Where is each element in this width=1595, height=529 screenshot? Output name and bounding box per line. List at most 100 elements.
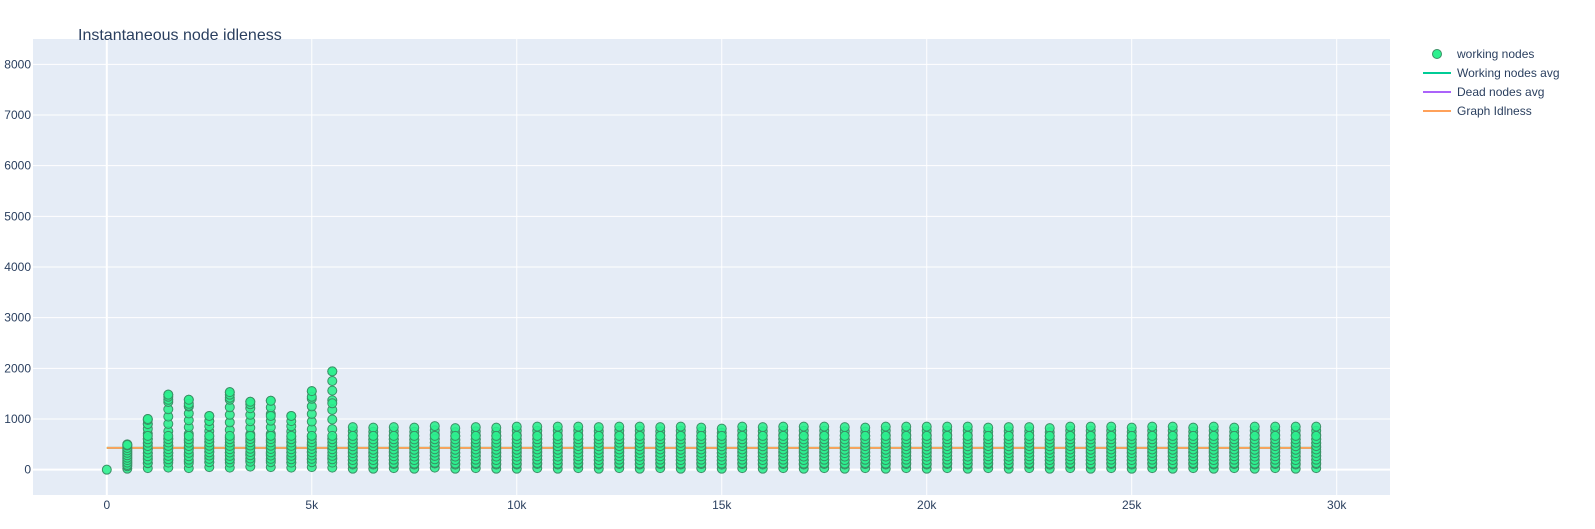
data-point — [1106, 421, 1117, 432]
data-point — [1147, 430, 1158, 441]
data-point — [511, 421, 522, 432]
data-point — [163, 389, 174, 400]
data-point — [183, 430, 194, 441]
data-point — [634, 421, 645, 432]
legend[interactable]: working nodes Working nodes avg Dead nodes… — [1423, 47, 1560, 118]
data-point — [778, 430, 789, 441]
data-point — [1003, 430, 1014, 441]
data-point — [1249, 430, 1260, 441]
data-point — [142, 414, 153, 424]
data-point — [1024, 430, 1035, 441]
y-tick-label: 7000 — [4, 108, 31, 122]
data-point — [962, 430, 973, 441]
data-point — [573, 430, 584, 441]
data-point — [1270, 430, 1281, 441]
data-point — [1311, 430, 1322, 441]
data-point — [552, 430, 563, 441]
data-point — [901, 430, 912, 441]
data-point — [265, 410, 276, 421]
data-point — [1208, 430, 1219, 441]
data-point — [470, 422, 481, 433]
data-point — [614, 430, 625, 441]
data-point — [798, 430, 809, 441]
legend-label: Dead nodes avg — [1457, 85, 1544, 99]
data-point — [1188, 430, 1199, 441]
data-point — [470, 430, 481, 441]
data-point — [1188, 422, 1199, 433]
data-point — [286, 430, 297, 441]
data-point — [1249, 421, 1260, 432]
x-tick-label: 10k — [507, 498, 527, 512]
data-point — [163, 430, 174, 441]
data-point — [1290, 430, 1301, 441]
legend-item[interactable]: working nodes — [1432, 47, 1535, 61]
data-point — [368, 422, 379, 433]
data-point — [1229, 422, 1240, 433]
legend-item[interactable]: Working nodes avg — [1423, 66, 1560, 80]
data-point — [819, 430, 830, 441]
data-point — [675, 430, 686, 441]
data-point — [1106, 430, 1117, 441]
data-point — [101, 464, 112, 475]
data-point — [204, 430, 215, 441]
data-point — [1167, 421, 1178, 432]
data-point — [737, 430, 748, 441]
data-point — [634, 430, 645, 441]
data-point — [1229, 430, 1240, 441]
data-point — [1003, 422, 1014, 433]
data-point — [1065, 430, 1076, 441]
data-point — [921, 421, 932, 432]
data-point — [839, 430, 850, 441]
data-point — [491, 422, 502, 433]
y-tick-label: 3000 — [4, 311, 31, 325]
data-point — [1311, 421, 1322, 432]
data-point — [429, 421, 440, 432]
data-point — [532, 421, 543, 432]
x-tick-label: 15k — [712, 498, 732, 512]
data-point — [880, 430, 891, 441]
data-point — [1147, 421, 1158, 432]
data-point — [573, 421, 584, 432]
data-point — [409, 430, 420, 441]
data-point — [655, 422, 666, 433]
data-point — [183, 394, 194, 405]
data-point — [1126, 430, 1137, 441]
data-point — [1085, 421, 1096, 432]
data-point — [286, 410, 297, 421]
data-point — [1024, 422, 1035, 433]
data-point — [880, 421, 891, 432]
data-point — [593, 430, 604, 441]
data-point — [757, 422, 768, 433]
legend-item[interactable]: Dead nodes avg — [1423, 85, 1544, 99]
data-point — [962, 421, 973, 432]
legend-item[interactable]: Graph Idlness — [1423, 104, 1532, 118]
data-point — [368, 430, 379, 441]
data-point — [511, 430, 522, 441]
data-point — [860, 422, 871, 433]
data-point — [450, 430, 461, 441]
data-point — [306, 386, 317, 397]
data-point — [798, 421, 809, 432]
data-point — [1167, 430, 1178, 441]
x-tick-label: 25k — [1122, 498, 1142, 512]
data-point — [327, 430, 338, 441]
data-point — [696, 430, 707, 441]
y-tick-label: 0 — [24, 463, 31, 477]
data-point — [1085, 430, 1096, 441]
data-point — [1126, 422, 1137, 433]
data-point — [593, 422, 604, 433]
y-tick-label: 6000 — [4, 159, 31, 173]
data-point — [614, 421, 625, 432]
data-point — [942, 421, 953, 432]
data-point — [224, 430, 235, 441]
data-point — [737, 421, 748, 432]
data-point — [860, 430, 871, 441]
data-point — [819, 421, 830, 432]
data-point — [429, 430, 440, 441]
data-point — [532, 430, 543, 441]
data-point — [696, 422, 707, 433]
data-point — [1290, 421, 1301, 432]
data-point — [327, 376, 338, 386]
data-point — [983, 430, 994, 441]
